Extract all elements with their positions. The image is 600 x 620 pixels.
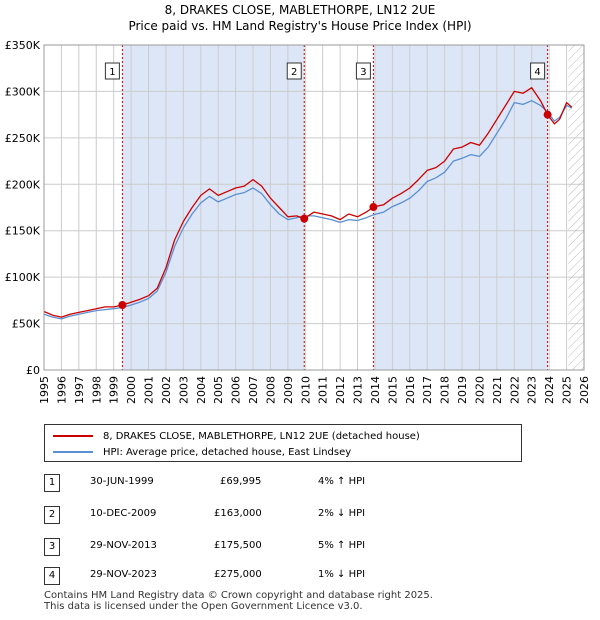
x-tick-label: 2005 xyxy=(212,376,225,404)
chart-title-line2: Price paid vs. HM Land Registry's House … xyxy=(128,19,472,33)
x-tick-label: 2006 xyxy=(230,376,243,404)
legend-label-hpi: HPI: Average price, detached house, East… xyxy=(103,446,352,458)
legend-item-price: 8, DRAKES CLOSE, MABLETHORPE, LN12 2UE (… xyxy=(53,429,420,443)
x-tick-label: 2015 xyxy=(386,376,399,404)
legend-swatch-hpi xyxy=(53,451,93,453)
x-tick-label: 2004 xyxy=(195,376,208,404)
x-tick-label: 2016 xyxy=(404,376,417,404)
transaction-point xyxy=(300,214,309,223)
transaction-marker-box xyxy=(355,62,371,80)
hpi-line xyxy=(43,100,573,320)
x-tick-label: 2022 xyxy=(508,376,521,404)
y-tick-label: £150K xyxy=(5,225,41,238)
transaction-marker-label: 3 xyxy=(360,67,366,78)
x-tick-label: 2026 xyxy=(578,376,591,404)
x-tick-label: 2012 xyxy=(334,376,347,404)
x-tick-label: 2020 xyxy=(473,376,486,404)
x-tick-label: 2000 xyxy=(125,376,138,404)
plot-frame xyxy=(43,44,585,371)
transaction-hpi: 2% ↓ HPI xyxy=(318,508,366,519)
transaction-marker-box xyxy=(104,62,120,80)
ownership-period-shade xyxy=(373,45,548,370)
transaction-date: 29-NOV-2013 xyxy=(90,540,157,551)
x-tick-label: 2002 xyxy=(160,376,173,404)
transaction-hpi: 5% ↑ HPI xyxy=(318,540,366,551)
x-tick-label: 2019 xyxy=(456,376,469,404)
x-tick-label: 2017 xyxy=(421,376,434,404)
transaction-marker-box xyxy=(286,62,302,80)
ownership-period-shade xyxy=(122,45,305,370)
chart-title-line1: 8, DRAKES CLOSE, MABLETHORPE, LN12 2UE xyxy=(164,3,436,17)
transaction-price: £163,000 xyxy=(214,508,262,519)
transaction-number: 2 xyxy=(44,506,60,524)
x-tick-label: 2011 xyxy=(317,376,330,404)
y-tick-label: £0 xyxy=(26,364,40,377)
legend-item-hpi: HPI: Average price, detached house, East… xyxy=(53,445,351,459)
legend: 8, DRAKES CLOSE, MABLETHORPE, LN12 2UE (… xyxy=(44,424,522,462)
transaction-point xyxy=(543,110,552,119)
transaction-hpi: 4% ↑ HPI xyxy=(318,476,366,487)
price-paid-line xyxy=(43,87,573,318)
transaction-marker-box xyxy=(530,62,546,80)
transaction-price: £275,000 xyxy=(214,569,262,580)
transaction-hpi: 1% ↓ HPI xyxy=(318,569,366,580)
x-tick-label: 1997 xyxy=(73,376,86,404)
x-tick-label: 2021 xyxy=(491,376,504,404)
x-tick-label: 2025 xyxy=(561,376,574,404)
x-tick-label: 2023 xyxy=(526,376,539,404)
y-tick-label: £200K xyxy=(5,178,41,191)
x-tick-label: 2018 xyxy=(439,376,452,404)
x-tick-label: 2013 xyxy=(352,376,365,404)
legend-label-price: 8, DRAKES CLOSE, MABLETHORPE, LN12 2UE (… xyxy=(103,430,420,442)
x-tick-label: 1996 xyxy=(55,376,68,404)
y-tick-label: £350K xyxy=(5,39,41,52)
transaction-date: 10-DEC-2009 xyxy=(90,508,157,519)
x-tick-label: 2014 xyxy=(369,376,382,404)
x-tick-label: 2009 xyxy=(282,376,295,404)
transaction-number: 1 xyxy=(44,474,60,492)
transaction-point xyxy=(369,203,378,212)
x-tick-label: 1999 xyxy=(108,376,121,404)
y-tick-label: £100K xyxy=(5,271,41,284)
transaction-marker-label: 4 xyxy=(534,67,540,78)
transaction-marker-label: 1 xyxy=(109,67,115,78)
y-tick-label: £300K xyxy=(5,85,41,98)
transaction-point xyxy=(118,301,127,310)
y-tick-label: £250K xyxy=(5,132,41,145)
legend-swatch-price xyxy=(53,435,93,437)
x-tick-label: 2008 xyxy=(264,376,277,404)
transaction-price: £69,995 xyxy=(220,476,262,487)
price-chart: 1 2 3 4 £0 £50K £100K £150K £200K £250K £300K £350… xyxy=(5,39,591,404)
footer-line2: This data is licensed under the Open Gov… xyxy=(44,601,363,612)
x-tick-label: 1995 xyxy=(38,376,51,404)
x-tick-label: 1998 xyxy=(90,376,103,404)
transaction-number: 3 xyxy=(44,538,60,556)
x-tick-label: 2024 xyxy=(543,376,556,404)
transaction-marker-label: 2 xyxy=(291,67,297,78)
transaction-date: 30-JUN-1999 xyxy=(90,476,154,487)
x-tick-label: 2007 xyxy=(247,376,260,404)
footer: Contains HM Land Registry data © Crown c… xyxy=(44,590,433,612)
transaction-date: 29-NOV-2023 xyxy=(90,569,157,580)
footer-line1: Contains HM Land Registry data © Crown c… xyxy=(44,590,433,601)
transaction-price: £175,500 xyxy=(214,540,262,551)
x-tick-label: 2003 xyxy=(177,376,190,404)
x-tick-label: 2010 xyxy=(299,376,312,404)
y-tick-label: £50K xyxy=(12,318,41,331)
forecast-hatch-area xyxy=(568,45,584,370)
transaction-number: 4 xyxy=(44,567,60,585)
x-tick-label: 2001 xyxy=(143,376,156,404)
